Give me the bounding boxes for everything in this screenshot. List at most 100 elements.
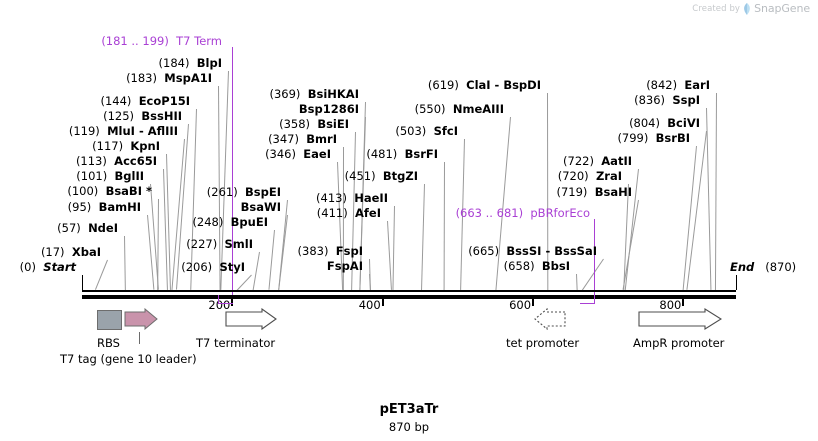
enzyme-label-bbsi[interactable]: (658) BbsI [504, 260, 570, 273]
feature-name: pBRforEco [530, 206, 590, 220]
feature-rbs-box[interactable] [97, 310, 122, 330]
enzyme-label-bsahi[interactable]: (719) BsaHI [556, 186, 632, 199]
enzyme-position: (619) [427, 78, 467, 92]
enzyme-label-kpni[interactable]: (117) KpnI [92, 140, 160, 153]
enzyme-label-bsp1286i[interactable]: Bsp1286I [299, 103, 359, 116]
enzyme-label-bglii[interactable]: (101) BglII [76, 170, 144, 183]
enzyme-label-bamhi[interactable]: (95) BamHI [68, 201, 141, 214]
enzyme-label-bsiei[interactable]: (358) BsiEI [279, 118, 349, 131]
enzyme-label-styi[interactable]: (206) StyI [181, 261, 245, 274]
ruler-tick [381, 299, 384, 306]
enzyme-label-afei[interactable]: (411) AfeI [317, 207, 381, 220]
enzyme-position: (100) [67, 184, 106, 198]
enzyme-label-mlui[interactable]: (119) MluI - AflIII [69, 125, 178, 138]
enzyme-label-eaei[interactable]: (346) EaeI [265, 148, 331, 161]
enzyme-label-sspi[interactable]: (836) SspI [634, 94, 700, 107]
enzyme-position: (347) [268, 132, 307, 146]
enzyme-label-smli[interactable]: (227) SmlI [186, 238, 253, 251]
enzyme-label-bsrfi[interactable]: (481) BsrFI [366, 148, 438, 161]
enzyme-leader-line [714, 92, 717, 290]
feature-t7-terminator-label: T7 terminator [196, 336, 276, 350]
enzyme-position: (17) [40, 245, 72, 259]
enzyme-position: (206) [181, 260, 220, 274]
enzyme-label-ecop15i[interactable]: (144) EcoP15I [100, 95, 190, 108]
enzyme-name: BamHI [98, 200, 141, 214]
enzyme-label-bsihkai[interactable]: (369) BsiHKAI [269, 88, 359, 101]
enzyme-leader-line [220, 70, 229, 291]
sequence-endpoint-label: Start [43, 260, 76, 274]
enzyme-name: BspEI [245, 185, 281, 199]
enzyme-name: SspI [672, 93, 700, 107]
feature-t7-terminator-arrow[interactable] [225, 307, 277, 334]
enzyme-leader-line [421, 183, 425, 291]
enzyme-leader-line [387, 220, 392, 291]
enzyme-label-zrai[interactable]: (720) ZraI [558, 170, 622, 183]
sequence-position: (870) [754, 260, 797, 274]
enzyme-name: BsiEI [317, 117, 349, 131]
enzyme-name: SmlI [224, 237, 254, 251]
feature-t7-tag-tick [139, 332, 140, 344]
enzyme-label-fspai[interactable]: FspAI [327, 260, 363, 273]
enzyme-name: NdeI [88, 221, 118, 235]
enzyme-label-xbai[interactable]: (17) XbaI [41, 246, 101, 259]
enzyme-label-clai[interactable]: (619) ClaI - BspDI [428, 79, 541, 92]
feature-t7-tag-arrow[interactable] [124, 307, 158, 334]
enzyme-label-bpuei[interactable]: (248) BpuEI [192, 216, 268, 229]
feature-leader-pbrforeco [593, 219, 596, 295]
enzyme-label-btgzi[interactable]: (451) BtgZI [345, 170, 418, 183]
enzyme-label-haeii[interactable]: (413) HaeII [316, 192, 388, 205]
page-title: pET3aTr [379, 402, 439, 417]
enzyme-name: BbsI [541, 259, 570, 273]
enzyme-name: EaeI [303, 147, 331, 161]
enzyme-label-bsshii[interactable]: (125) BssHII [103, 110, 182, 123]
enzyme-label-acc65i[interactable]: (113) Acc65I [76, 155, 157, 168]
enzyme-label-aatii[interactable]: (722) AatII [563, 155, 632, 168]
enzyme-position: (503) [395, 124, 434, 138]
enzyme-position: (227) [186, 237, 225, 251]
enzyme-label-bcivi[interactable]: (804) BciVI [629, 117, 700, 130]
backbone-line-top [82, 290, 736, 292]
enzyme-position: (358) [279, 117, 318, 131]
feature-label-pbrforeco[interactable]: (663 .. 681) pBRforEco [456, 207, 590, 220]
sequence-end-marker: End (870) [730, 261, 796, 274]
enzyme-position: (720) [557, 169, 596, 183]
enzyme-position: (184) [158, 56, 197, 70]
enzyme-label-sfci[interactable]: (503) SfcI [395, 125, 458, 138]
enzyme-name: BtgZI [382, 169, 418, 183]
enzyme-name: BsrBI [655, 131, 690, 145]
feature-tet-promoter-label: tet promoter [506, 336, 580, 350]
enzyme-label-bsssi[interactable]: (665) BssSI - BssSaI [468, 245, 597, 258]
enzyme-leader-line [157, 198, 159, 291]
ruler-tick [682, 299, 685, 306]
enzyme-position: (804) [629, 116, 668, 130]
enzyme-label-mspa1i[interactable]: (183) MspA1I [126, 72, 212, 85]
feature-tet-promoter-arrow[interactable] [534, 307, 566, 334]
enzyme-leader-line [124, 235, 126, 291]
feature-label-t7-term[interactable]: (181 .. 199) T7 Term [101, 35, 222, 48]
enzyme-label-fspi[interactable]: (383) FspI [298, 245, 363, 258]
enzyme-name: BssHII [141, 109, 182, 123]
enzyme-name: BglII [114, 169, 145, 183]
enzyme-label-eari[interactable]: (842) EarI [646, 79, 710, 92]
enzyme-label-bsawi[interactable]: BsaWI [241, 201, 281, 214]
ruler-tick-label: 400 [358, 298, 381, 312]
enzyme-label-bsabi[interactable]: (100) BsaBI * [67, 185, 152, 198]
feature-range: (663 .. 681) [455, 206, 524, 220]
enzyme-name: FspAI [326, 259, 363, 273]
enzyme-label-bsrbi[interactable]: (799) BsrBI [617, 132, 690, 145]
feature-ampr-promoter-label: AmpR promoter [633, 336, 725, 350]
enzyme-leader-line [392, 205, 395, 290]
enzyme-label-blpi[interactable]: (184) BlpI [159, 57, 222, 70]
enzyme-position: (658) [503, 259, 542, 273]
feature-ampr-promoter-arrow[interactable] [638, 308, 723, 334]
enzyme-label-bmri[interactable]: (347) BmrI [268, 133, 337, 146]
enzyme-name: MluI - AflIII [107, 124, 178, 138]
enzyme-position: (346) [265, 147, 304, 161]
enzyme-label-bspei[interactable]: (261) BspEI [207, 186, 281, 199]
enzyme-label-nmeaiii[interactable]: (550) NmeAIII [415, 103, 504, 116]
enzyme-label-ndei[interactable]: (57) NdeI [57, 222, 118, 235]
enzyme-position: (383) [297, 244, 336, 258]
enzyme-name: XbaI [71, 245, 101, 259]
enzyme-leader-line [94, 259, 108, 291]
